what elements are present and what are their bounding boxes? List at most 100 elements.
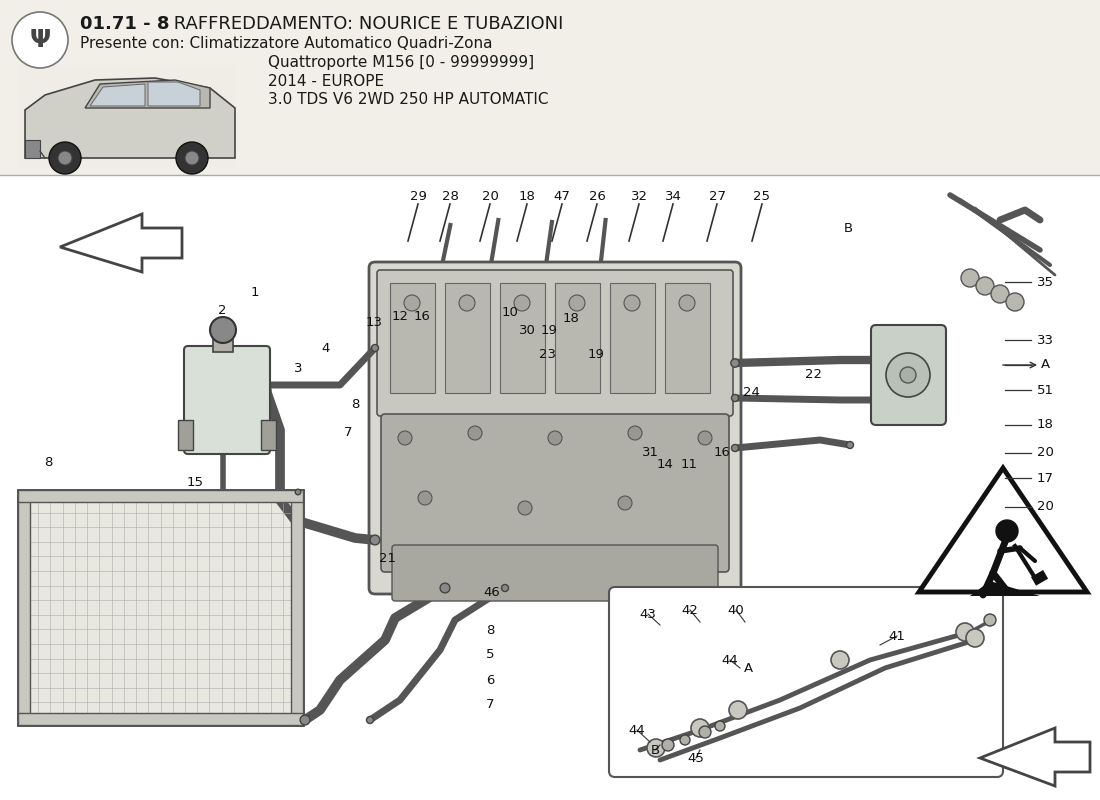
Text: B: B [650, 743, 660, 757]
Text: 26: 26 [588, 190, 605, 202]
Circle shape [12, 12, 68, 68]
Text: RAFFREDDAMENTO: NOURICE E TUBAZIONI: RAFFREDDAMENTO: NOURICE E TUBAZIONI [168, 15, 563, 33]
Circle shape [715, 721, 725, 731]
Text: 2: 2 [218, 303, 227, 317]
Circle shape [956, 623, 974, 641]
Text: 19: 19 [587, 349, 604, 362]
Circle shape [698, 431, 712, 445]
Circle shape [624, 295, 640, 311]
Text: 32: 32 [630, 190, 648, 202]
Text: 3.0 TDS V6 2WD 250 HP AUTOMATIC: 3.0 TDS V6 2WD 250 HP AUTOMATIC [268, 93, 549, 107]
Polygon shape [918, 468, 1087, 592]
Text: 01.71 - 8: 01.71 - 8 [80, 15, 169, 33]
Bar [556, 283, 600, 393]
FancyBboxPatch shape [184, 346, 270, 454]
Text: 18: 18 [518, 190, 536, 202]
Circle shape [220, 447, 225, 453]
Text: 25: 25 [754, 190, 770, 202]
Circle shape [628, 426, 642, 440]
Text: 8: 8 [351, 398, 360, 411]
Text: 29: 29 [409, 190, 427, 202]
Text: 46: 46 [484, 586, 500, 598]
Text: 43: 43 [639, 607, 657, 621]
FancyBboxPatch shape [368, 262, 741, 594]
Bar [610, 283, 654, 393]
Text: 8: 8 [486, 623, 494, 637]
Bar [666, 283, 710, 393]
Text: 16: 16 [714, 446, 730, 459]
Text: A: A [1041, 358, 1049, 371]
Circle shape [398, 431, 412, 445]
Circle shape [647, 739, 666, 757]
Text: 41: 41 [889, 630, 905, 642]
Text: 30: 30 [518, 323, 536, 337]
Circle shape [548, 431, 562, 445]
Circle shape [261, 385, 271, 395]
Circle shape [732, 394, 738, 402]
Text: 6: 6 [486, 674, 494, 686]
Circle shape [887, 405, 893, 411]
Text: 27: 27 [708, 190, 726, 202]
Bar [18, 490, 30, 725]
Text: Ψ: Ψ [30, 28, 51, 52]
Polygon shape [60, 214, 182, 272]
Bar [446, 283, 490, 393]
Bar [25, 140, 40, 158]
Bar [18, 65, 236, 168]
Text: 5: 5 [486, 649, 494, 662]
Circle shape [730, 358, 739, 367]
Text: Presente con: Climatizzatore Automatico Quadri-Zona: Presente con: Climatizzatore Automatico … [80, 37, 493, 51]
Text: 18: 18 [562, 311, 580, 325]
Text: 7: 7 [486, 698, 494, 711]
Text: 35: 35 [1036, 275, 1054, 289]
Text: 14: 14 [657, 458, 673, 470]
Bar [500, 283, 544, 393]
Bar [18, 490, 303, 502]
Circle shape [991, 285, 1009, 303]
Text: 17: 17 [1036, 471, 1054, 485]
Bar [18, 713, 303, 725]
Text: 40: 40 [727, 603, 745, 617]
Bar [18, 490, 303, 725]
Text: 18: 18 [1036, 418, 1054, 431]
Circle shape [966, 629, 984, 647]
Circle shape [976, 277, 994, 295]
Bar [261, 420, 276, 450]
Circle shape [691, 719, 710, 737]
Text: 44: 44 [628, 723, 646, 737]
Circle shape [984, 614, 996, 626]
Polygon shape [980, 728, 1090, 786]
Circle shape [263, 382, 270, 389]
Circle shape [847, 442, 854, 449]
Text: 15: 15 [187, 475, 204, 489]
Bar [178, 420, 192, 450]
Text: 3: 3 [294, 362, 302, 374]
Circle shape [569, 295, 585, 311]
Circle shape [886, 353, 929, 397]
Text: 51: 51 [1036, 383, 1054, 397]
Bar [390, 283, 435, 393]
Circle shape [961, 269, 979, 287]
Bar [1031, 570, 1048, 586]
Circle shape [372, 345, 378, 351]
Text: 33: 33 [1036, 334, 1054, 346]
Text: 4: 4 [322, 342, 330, 354]
Circle shape [440, 583, 450, 593]
Text: 11: 11 [681, 458, 697, 470]
Circle shape [698, 726, 711, 738]
Text: 16: 16 [414, 310, 430, 322]
FancyBboxPatch shape [392, 545, 718, 601]
Circle shape [366, 717, 374, 723]
FancyBboxPatch shape [377, 270, 733, 416]
Circle shape [900, 367, 916, 383]
Text: 1: 1 [251, 286, 260, 298]
Polygon shape [970, 581, 1040, 596]
Text: 19: 19 [540, 323, 558, 337]
Circle shape [300, 715, 310, 725]
Text: 31: 31 [641, 446, 659, 459]
Circle shape [830, 651, 849, 669]
Circle shape [618, 496, 632, 510]
Text: 20: 20 [1036, 446, 1054, 459]
Text: 22: 22 [804, 367, 822, 381]
Text: 45: 45 [688, 751, 704, 765]
